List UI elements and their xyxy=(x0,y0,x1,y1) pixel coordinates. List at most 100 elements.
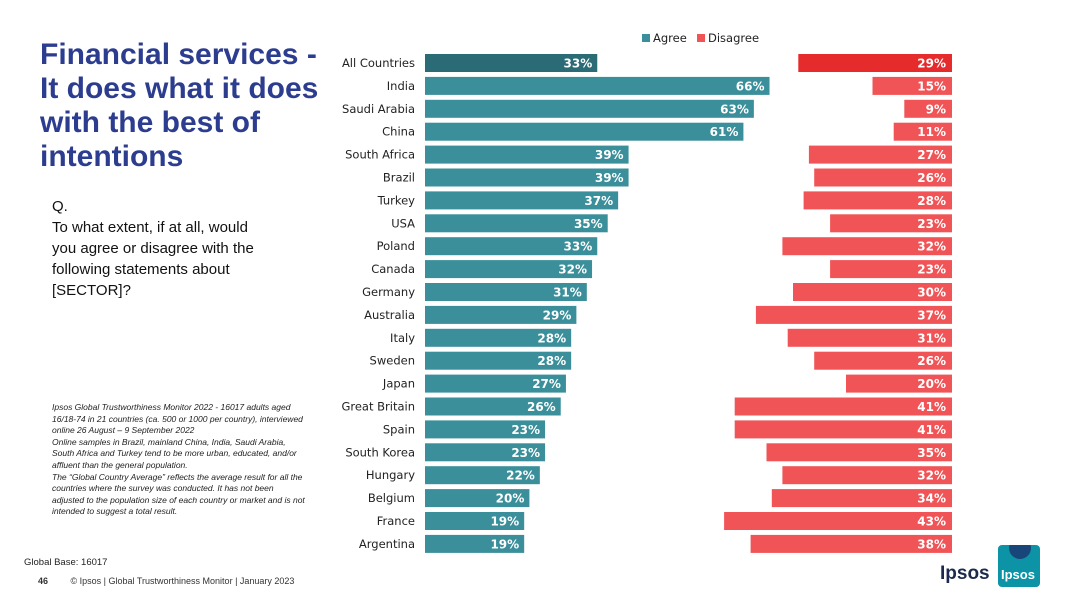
agree-bar xyxy=(425,512,525,530)
agree-value-label: 63% xyxy=(720,102,749,116)
methodology-line: South Africa and Turkey tend to be more … xyxy=(52,448,297,459)
disagree-value-label: 32% xyxy=(917,240,946,254)
category-label: South Africa xyxy=(345,148,415,162)
disagree-series: 29% 15% 9% 11% 27% 26% 28% 23% 32% 23% 30% 37% 31% 26… xyxy=(724,54,952,553)
agree-bar xyxy=(425,145,629,164)
methodology-line: countries where the survey was conducted… xyxy=(52,483,274,494)
disagree-bar xyxy=(787,328,952,347)
category-label: Belgium xyxy=(368,491,415,505)
ipsos-wordmark: Ipsos xyxy=(940,563,990,584)
methodology-line: online 26 August – 9 September 2022 xyxy=(52,425,195,436)
question-prefix: Q. xyxy=(52,198,68,215)
footer: 46 © Ipsos | Global Trustworthiness Moni… xyxy=(38,576,294,586)
footer-text: © Ipsos | Global Trustworthiness Monitor… xyxy=(70,576,295,586)
disagree-bar xyxy=(766,443,952,462)
agree-value-label: 32% xyxy=(558,263,587,277)
category-label: Argentina xyxy=(359,537,415,551)
agree-value-label: 29% xyxy=(543,308,572,322)
methodology-line: The “Global Country Average” reflects th… xyxy=(52,471,303,482)
disagree-bar xyxy=(793,283,952,301)
disagree-bar xyxy=(750,534,952,553)
category-label: Spain xyxy=(383,422,415,436)
disagree-value-label: 41% xyxy=(917,423,946,437)
methodology-line: 16/18-74 in 21 countries (ca. 500 or 100… xyxy=(52,413,303,424)
disagree-value-label: 23% xyxy=(917,263,946,277)
agree-value-label: 19% xyxy=(490,537,519,551)
disagree-value-label: 27% xyxy=(917,148,946,162)
disagree-value-label: 43% xyxy=(917,515,946,529)
category-label: France xyxy=(377,514,415,528)
methodology-line: intended to suggest a total result. xyxy=(52,506,178,517)
agree-bar xyxy=(425,534,525,553)
agree-bar xyxy=(425,420,546,439)
disagree-bar xyxy=(830,260,952,279)
agree-value-label: 33% xyxy=(564,240,593,254)
agree-value-label: 26% xyxy=(527,400,556,414)
disagree-value-label: 26% xyxy=(917,354,946,368)
category-label: Italy xyxy=(390,331,415,345)
disagree-value-label: 23% xyxy=(917,217,946,231)
agree-bar xyxy=(425,374,566,393)
disagree-bar xyxy=(893,122,952,141)
legend-label: Agree xyxy=(653,31,687,45)
disagree-value-label: 35% xyxy=(917,446,946,460)
agree-series: 33% 66% 63% 61% 39% 39% 37% 35% 33% 32% 31% 29% 28% 2… xyxy=(425,54,770,553)
disagree-value-label: 20% xyxy=(917,377,946,391)
disagree-bar xyxy=(724,512,952,530)
disagree-bar xyxy=(803,191,952,210)
disagree-bar xyxy=(904,99,952,118)
disagree-bar xyxy=(734,420,952,439)
disagree-value-label: 9% xyxy=(926,102,946,116)
page-number: 46 xyxy=(38,576,49,586)
category-label: Australia xyxy=(364,308,415,322)
category-label: Hungary xyxy=(366,468,415,482)
legend-label: Disagree xyxy=(708,31,759,45)
methodology-line: affluent than the general population. xyxy=(52,459,188,470)
agree-value-label: 66% xyxy=(736,79,765,93)
agree-bar xyxy=(425,168,629,187)
chart-legend: Agree Disagree xyxy=(642,31,759,45)
disagree-value-label: 37% xyxy=(917,308,946,322)
agree-bar xyxy=(425,76,770,95)
agree-bar xyxy=(425,351,572,370)
logo-box-label: Ipsos xyxy=(1001,567,1035,582)
question-line: you agree or disagree with the xyxy=(52,240,254,257)
legend-swatch xyxy=(642,34,650,42)
disagree-bar xyxy=(808,145,952,164)
methodology-line: Online samples in Brazil, mainland China… xyxy=(52,436,286,447)
disagree-value-label: 41% xyxy=(917,400,946,414)
category-label: China xyxy=(382,125,415,139)
agree-value-label: 22% xyxy=(506,469,535,483)
category-label: Japan xyxy=(382,377,415,391)
agree-value-label: 19% xyxy=(490,515,519,529)
agree-bar xyxy=(425,122,744,141)
disagree-value-label: 29% xyxy=(917,57,946,71)
agree-bar xyxy=(425,328,572,347)
agree-value-label: 31% xyxy=(553,286,582,300)
agree-value-label: 39% xyxy=(595,148,624,162)
agree-value-label: 35% xyxy=(574,217,603,231)
category-label: Great Britain xyxy=(341,400,415,414)
category-label: Canada xyxy=(371,262,415,276)
category-label: Turkey xyxy=(377,193,416,207)
agree-value-label: 39% xyxy=(595,171,624,185)
agree-bar xyxy=(425,443,546,462)
ipsos-logo-icon: Ipsos xyxy=(998,545,1040,587)
agree-bar xyxy=(425,237,598,256)
agree-bar xyxy=(425,191,619,210)
agree-bar xyxy=(425,99,754,118)
agree-value-label: 37% xyxy=(584,194,613,208)
agree-bar xyxy=(425,260,593,279)
agree-value-label: 23% xyxy=(511,423,540,437)
agree-value-label: 23% xyxy=(511,446,540,460)
agree-value-label: 28% xyxy=(537,354,566,368)
disagree-value-label: 31% xyxy=(917,331,946,345)
disagree-value-label: 32% xyxy=(917,469,946,483)
agree-value-label: 20% xyxy=(496,492,525,506)
legend-swatch xyxy=(697,34,705,42)
global-base: Global Base: 16017 xyxy=(24,557,108,568)
category-label: Brazil xyxy=(383,171,415,185)
category-label: All Countries xyxy=(342,56,415,70)
agree-value-label: 61% xyxy=(710,125,739,139)
